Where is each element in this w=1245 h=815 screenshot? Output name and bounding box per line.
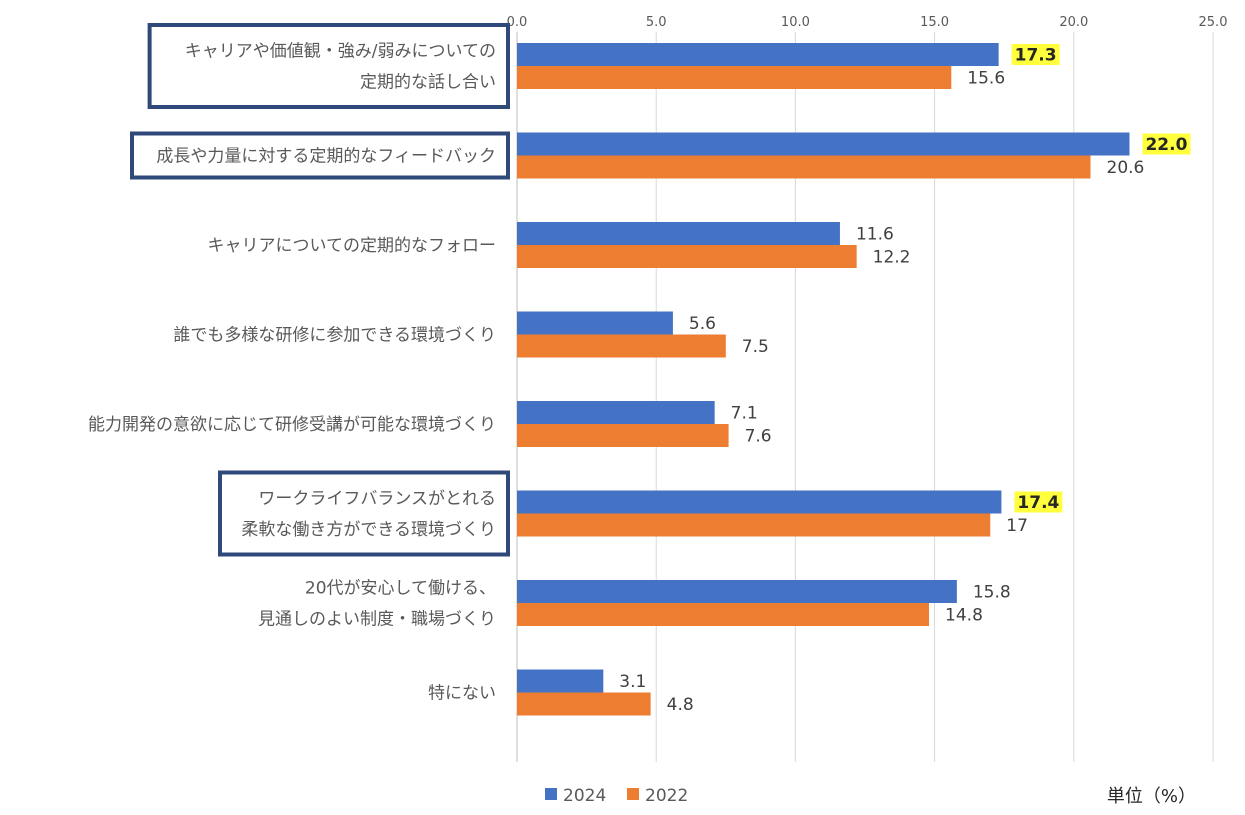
label-highlight <box>1011 44 1060 65</box>
category-label: 特にない <box>428 684 496 704</box>
x-tick-label: 10.0 <box>781 15 810 30</box>
data-label: 12.2 <box>873 248 911 268</box>
category-highlight-boxes <box>130 23 510 557</box>
category-label: 柔軟な働き方ができる環境づくり <box>241 520 496 540</box>
unit-label: 単位（%） <box>1107 786 1196 807</box>
category-label: ワークライフバランスがとれる <box>258 489 496 509</box>
bar-2022 <box>517 334 726 358</box>
data-label: 20.6 <box>1107 158 1145 178</box>
x-axis-ticks: 0.0 5.0 10.0 15.0 20.0 25.0 <box>507 15 1228 30</box>
category-labels: キャリアや価値観・強み/弱みについての定期的な話し合い成長や力量に対する定期的な… <box>88 42 496 704</box>
data-label: 14.8 <box>945 606 983 626</box>
x-tick-label: 0.0 <box>507 15 528 30</box>
data-label: 22.0 <box>1145 135 1187 155</box>
bar-2024 <box>517 222 840 245</box>
legend-swatch <box>627 788 639 800</box>
label-highlight <box>1014 491 1063 513</box>
data-label: 7.5 <box>742 337 769 357</box>
bar-2024 <box>517 43 999 66</box>
bar-2024 <box>517 401 715 424</box>
data-label: 17.4 <box>1017 493 1059 513</box>
category-label: 見通しのよい制度・職場づくり <box>258 610 496 630</box>
bar-2024 <box>517 311 673 335</box>
category-highlight-box <box>147 23 510 109</box>
legend-label: 2022 <box>645 786 688 806</box>
data-label: 11.6 <box>856 225 894 245</box>
bars <box>517 43 1130 716</box>
category-label: 20代が安心して働ける、 <box>305 579 496 599</box>
category-label: 能力開発の意欲に応じて研修受講が可能な環境づくり <box>88 415 496 435</box>
legend-swatch <box>545 788 557 800</box>
label-highlight <box>1142 133 1191 155</box>
bar-2022 <box>517 245 857 268</box>
category-highlight-box <box>218 470 510 557</box>
bar-2022 <box>517 66 952 89</box>
bar-2024 <box>517 669 604 693</box>
data-label: 4.8 <box>667 695 694 715</box>
data-label: 7.6 <box>745 427 772 447</box>
data-label: 3.1 <box>619 672 646 692</box>
data-label: 17 <box>1006 516 1028 536</box>
data-label: 5.6 <box>689 314 716 334</box>
bar-2022 <box>517 424 729 447</box>
data-label: 17.3 <box>1015 46 1057 66</box>
bar-2022 <box>517 692 651 716</box>
x-tick-label: 20.0 <box>1059 15 1088 30</box>
bar-2022 <box>517 155 1091 179</box>
bar-2024 <box>517 490 1002 514</box>
category-label: 誰でも多様な研修に参加できる環境づくり <box>173 326 496 346</box>
bar-2024 <box>517 132 1130 156</box>
legend-label: 2024 <box>563 786 606 806</box>
bar-2024 <box>517 580 957 603</box>
x-tick-label: 15.0 <box>920 15 949 30</box>
category-label: キャリアについての定期的なフォロー <box>208 236 497 256</box>
data-label: 15.6 <box>967 69 1005 89</box>
category-label: キャリアや価値観・強み/弱みについての <box>185 42 496 62</box>
legend: 2024 2022 <box>545 786 688 806</box>
data-labels: 17.3 15.6 22.020.6 11.6 12.2 5.6 7.5 7.1 7.6 17.4… <box>619 44 1191 715</box>
category-label: 成長や力量に対する定期的なフィードバック <box>156 147 496 167</box>
category-label: 定期的な話し合い <box>360 73 496 93</box>
x-tick-label: 25.0 <box>1199 15 1228 30</box>
data-label: 15.8 <box>973 583 1011 603</box>
x-tick-label: 5.0 <box>646 15 667 30</box>
bar-2022 <box>517 513 991 537</box>
bar-2022 <box>517 603 930 626</box>
data-label: 7.1 <box>731 404 758 424</box>
category-highlight-box <box>130 131 510 180</box>
